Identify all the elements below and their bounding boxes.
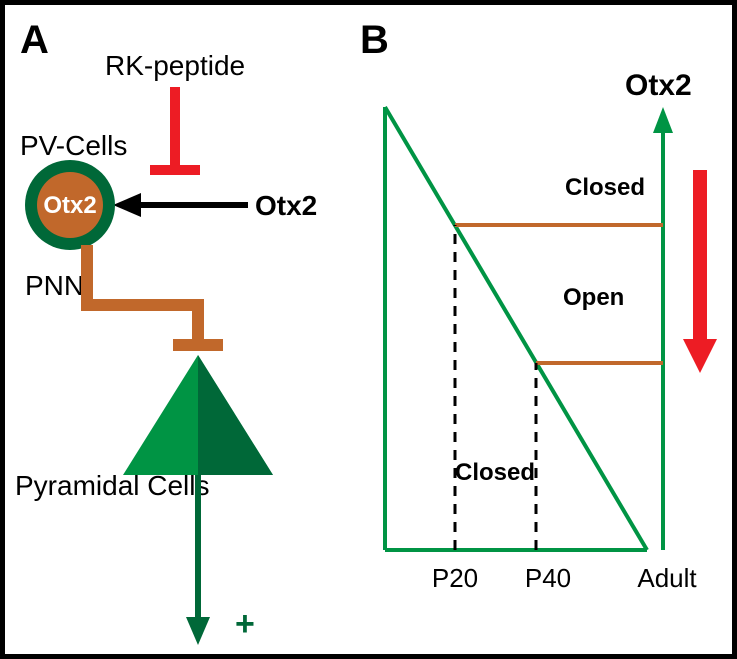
otx2-source-label: Otx2 (255, 190, 317, 221)
pyramidal-cell-icon (123, 355, 273, 475)
pnn-axon-icon (87, 245, 223, 345)
rk-peptide-label: RK-peptide (105, 50, 245, 81)
red-down-arrow-icon (683, 170, 717, 373)
excitatory-plus-icon: + (235, 605, 255, 643)
xaxis-adult-label: Adult (637, 563, 697, 593)
panel-b-title: Otx2 (625, 69, 692, 102)
diagram-frame: A RK-peptide Otx2 PV-Cells Otx2 PNN (0, 0, 737, 659)
pnn-label: PNN (25, 270, 84, 301)
region-middle-label: Open (563, 284, 624, 311)
dashed-time-lines-icon (455, 225, 536, 550)
otx2-arrow-icon (113, 193, 248, 217)
panel-a-label: A (20, 18, 49, 62)
xaxis-p40-label: P40 (525, 563, 571, 593)
diagram-svg: A RK-peptide Otx2 PV-Cells Otx2 PNN (5, 5, 732, 654)
rk-peptide-inhibitor-icon (150, 87, 200, 170)
pyramidal-cells-label: Pyramidal Cells (15, 470, 210, 501)
pv-cell-icon: Otx2 (25, 160, 115, 250)
xaxis-p20-label: P20 (432, 563, 478, 593)
region-lower-label: Closed (455, 459, 535, 486)
pv-cells-label: PV-Cells (20, 130, 127, 161)
panel-b-label: B (360, 18, 389, 62)
region-upper-label: Closed (565, 174, 645, 201)
threshold-lines-icon (455, 225, 663, 363)
pv-cell-otx2-label: Otx2 (43, 192, 96, 219)
